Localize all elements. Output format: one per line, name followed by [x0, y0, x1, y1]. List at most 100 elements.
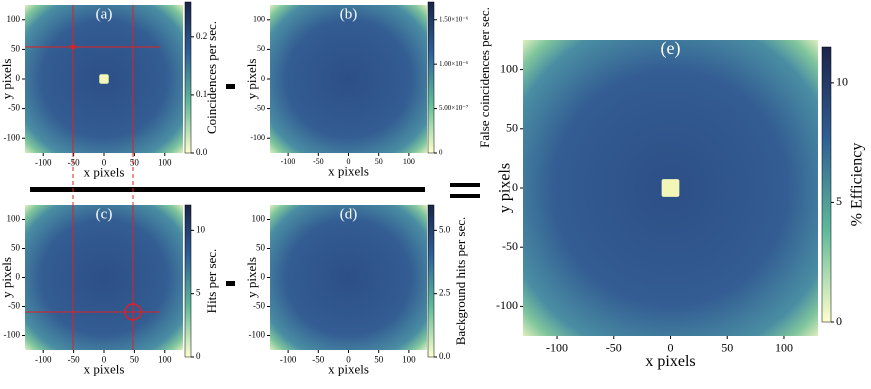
colorbar-tick-label: 1.50×10⁻⁶ — [439, 15, 469, 23]
equals-sign — [450, 183, 480, 187]
y-tick-label: -50 — [8, 103, 20, 113]
y-tick-label: 50 — [11, 43, 21, 53]
colorbar-tick-label: 0 — [196, 351, 201, 361]
x-tick-label: 100 — [403, 157, 415, 166]
colorbar-label: % Efficiency — [849, 143, 866, 227]
heatmap-image — [270, 205, 427, 350]
y-tick-label: -100 — [496, 298, 518, 312]
equals-sign — [450, 194, 480, 198]
colorbar-label: Background hits per sec. — [453, 217, 468, 346]
y-tick-label: -50 — [502, 239, 518, 253]
y-tick-label: 100 — [500, 61, 518, 75]
y-tick-label: 0 — [512, 180, 518, 194]
divide-bar — [30, 187, 425, 192]
y-tick-label: 100 — [252, 214, 266, 224]
colorbar — [184, 204, 192, 358]
x-tick-label: -50 — [312, 354, 324, 364]
x-tick-label: 0 — [346, 354, 351, 364]
x-tick-label: 50 — [375, 157, 383, 166]
y-tick-label: 50 — [256, 243, 266, 253]
y-tick-label: 0 — [261, 74, 265, 83]
colorbar-label: Coincidences per sec. — [204, 21, 219, 134]
y-tick-label: 100 — [7, 214, 21, 224]
x-axis-label: x pixels — [328, 164, 369, 179]
colorbar-tick-label: 2.5 — [439, 288, 451, 298]
x-tick-label: -50 — [68, 157, 80, 167]
x-tick-label: -100 — [281, 157, 296, 166]
x-tick-label: -50 — [68, 354, 80, 364]
x-tick-label: -50 — [313, 157, 324, 166]
x-tick-label: 50 — [721, 340, 733, 354]
y-tick-label: 100 — [7, 14, 21, 24]
colorbar-tick-label: 0 — [836, 314, 842, 328]
colorbar-tick-label: 5 — [196, 288, 201, 298]
x-tick-label: 100 — [158, 157, 172, 167]
y-tick-label: 50 — [257, 44, 265, 53]
colorbar — [184, 1, 192, 154]
panel-label: (a) — [96, 6, 113, 22]
y-axis-label: y pixels — [244, 59, 259, 100]
colorbar-tick-label: 10 — [836, 75, 848, 89]
colorbar-label: False coincidences per sec. — [477, 7, 492, 148]
x-axis-label: x pixels — [328, 362, 369, 377]
colorbar — [427, 204, 435, 358]
x-tick-label: -50 — [606, 340, 622, 354]
minus-sign — [226, 84, 235, 89]
colorbar-tick-label: 5 — [836, 194, 842, 208]
colorbar-tick-label: 0.2 — [196, 31, 207, 41]
minus-sign — [226, 281, 235, 286]
panel-label: (e) — [661, 38, 681, 59]
x-tick-label: 50 — [130, 157, 140, 167]
x-tick-label: 100 — [402, 354, 416, 364]
x-axis-label: x pixels — [84, 165, 125, 180]
x-tick-label: -100 — [280, 354, 297, 364]
x-tick-label: 50 — [130, 354, 140, 364]
heatmap-image — [270, 5, 427, 153]
colorbar-tick-label: 0.1 — [196, 89, 207, 99]
y-tick-label: 0 — [16, 272, 21, 282]
panel-label: (c) — [96, 206, 113, 222]
x-axis-label: x pixels — [645, 353, 695, 370]
guide-circle — [124, 303, 142, 321]
guide-point — [70, 44, 76, 50]
overlay — [25, 5, 160, 350]
y-tick-label: -100 — [4, 330, 21, 340]
hot-spot — [661, 179, 680, 197]
y-tick-label: 0 — [261, 272, 266, 282]
hot-spot — [99, 74, 109, 84]
x-tick-label: -100 — [35, 157, 52, 167]
y-axis-label: y pixels — [497, 163, 514, 213]
colorbar-tick-label: 1.00×10⁻⁶ — [439, 60, 469, 68]
x-tick-label: 0 — [668, 340, 674, 354]
y-tick-label: -50 — [8, 301, 20, 311]
y-tick-label: -50 — [254, 103, 265, 112]
y-tick-label: 100 — [253, 15, 265, 24]
x-tick-label: -100 — [35, 354, 52, 364]
panel-label: (b) — [340, 6, 358, 22]
colorbar-tick-label: 0.0 — [196, 147, 208, 157]
x-tick-label: -100 — [546, 340, 568, 354]
x-tick-label: 0 — [347, 157, 351, 166]
y-axis-label: y pixels — [0, 257, 14, 298]
x-tick-label: 0 — [102, 354, 107, 364]
y-tick-label: -100 — [4, 132, 21, 142]
x-axis-label: x pixels — [84, 362, 125, 377]
colorbar-tick-label: 0.0 — [439, 351, 451, 361]
colorbar-label: Hits per sec. — [204, 249, 219, 314]
y-tick-label: 50 — [11, 243, 21, 253]
heatmap-image — [25, 205, 183, 350]
y-tick-label: -100 — [249, 330, 266, 340]
y-tick-label: -50 — [253, 301, 265, 311]
y-tick-label: 0 — [16, 73, 21, 83]
colorbar-tick-label: 10 — [196, 224, 206, 234]
x-tick-label: 100 — [775, 340, 793, 354]
colorbar — [427, 1, 435, 154]
panel-label: (d) — [340, 206, 358, 222]
y-axis-label: y pixels — [0, 59, 14, 100]
colorbar-tick-label: 5.00×10⁻⁷ — [439, 104, 469, 112]
y-tick-label: 50 — [506, 121, 518, 135]
y-axis-label: y pixels — [244, 257, 259, 298]
colorbar — [821, 46, 832, 323]
y-tick-label: -100 — [250, 133, 265, 142]
